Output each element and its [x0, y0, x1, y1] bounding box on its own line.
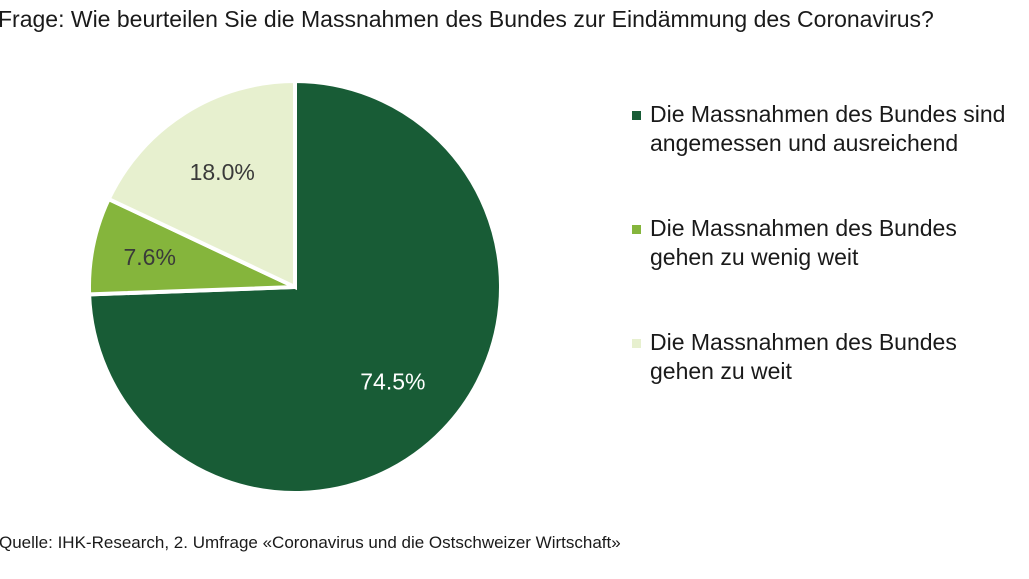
pie-slices	[87, 78, 503, 495]
pie-slice-labels: 74.5% 7.6% 18.0%	[123, 159, 425, 394]
legend-label-angemessen: Die Massnahmen des Bundes sind angemesse…	[650, 101, 1006, 156]
legend-swatch-zu-wenig-weit	[632, 225, 641, 234]
slice-value-label-1: 7.6%	[123, 244, 175, 270]
slice-value-label-0: 74.5%	[360, 368, 425, 394]
legend-item-angemessen: Die Massnahmen des Bundes sind angemesse…	[632, 100, 1022, 158]
legend-item-zu-wenig-weit: Die Massnahmen des Bundes gehen zu wenig…	[632, 214, 1022, 272]
legend-item-zu-weit: Die Massnahmen des Bundes gehen zu weit	[632, 328, 1022, 386]
source-note: Quelle: IHK-Research, 2. Umfrage «Corona…	[0, 533, 621, 552]
legend-swatch-angemessen	[632, 111, 641, 120]
legend-swatch-zu-weit	[632, 339, 641, 348]
legend: Die Massnahmen des Bundes sind angemesse…	[632, 100, 1022, 442]
slice-value-label-2: 18.0%	[190, 159, 255, 185]
legend-label-zu-weit: Die Massnahmen des Bundes gehen zu weit	[650, 329, 957, 384]
legend-label-zu-wenig-weit: Die Massnahmen des Bundes gehen zu wenig…	[650, 215, 957, 270]
pie-slice-18-0-2	[106, 78, 297, 291]
chart-title: Frage: Wie beurteilen Sie die Massnahmen…	[0, 6, 934, 32]
